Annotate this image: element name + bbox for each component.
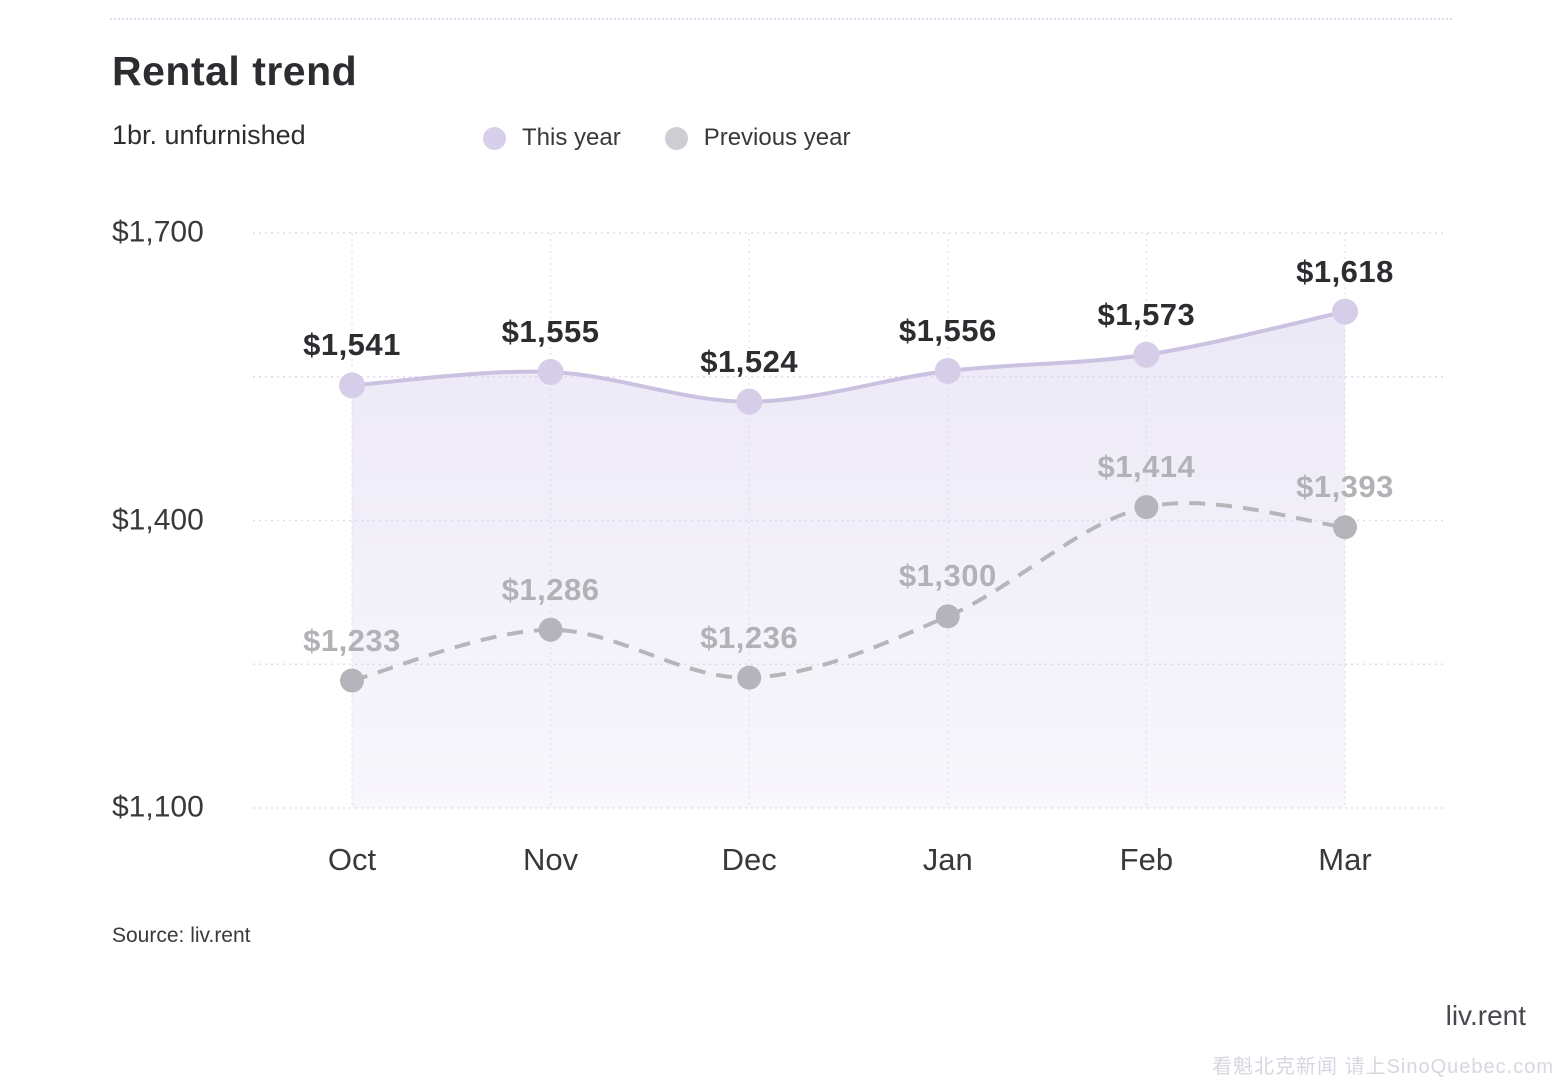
page-title: Rental trend	[112, 48, 358, 94]
data-point-previous-year-nov[interactable]	[538, 617, 563, 642]
value-label: $1,524	[700, 343, 799, 379]
data-point-previous-year-mar[interactable]	[1333, 515, 1357, 540]
legend-item-this-year[interactable]: This year	[483, 124, 621, 152]
data-point-this-year-feb[interactable]	[1133, 341, 1160, 368]
y-axis-label: $1,700	[112, 215, 204, 249]
legend-label-previous-year: Previous year	[703, 124, 851, 151]
watermark-text: 看魁北克新闻 请上SinoQuebec.com	[1212, 1056, 1554, 1078]
x-axis-label-nov: Nov	[523, 842, 579, 877]
value-label: $1,300	[898, 558, 997, 594]
legend-label-this-year: This year	[522, 124, 621, 151]
value-label: $1,233	[303, 622, 401, 658]
legend-item-previous-year[interactable]: Previous year	[664, 124, 851, 152]
value-label: $1,541	[303, 327, 401, 363]
series-line-previous-year	[351, 501, 1346, 683]
x-axis-label-mar: Mar	[1318, 842, 1372, 877]
data-point-this-year-mar[interactable]	[1332, 298, 1358, 325]
x-axis-label-dec: Dec	[721, 842, 777, 877]
x-axis-label-feb: Feb	[1119, 842, 1174, 877]
value-label: $1,573	[1097, 296, 1196, 332]
data-point-this-year-nov[interactable]	[537, 358, 564, 385]
value-label: $1,414	[1097, 449, 1196, 485]
data-point-this-year-dec[interactable]	[736, 388, 763, 415]
this-year-dot-icon	[483, 126, 506, 150]
value-label: $1,618	[1296, 253, 1394, 289]
value-label: $1,286	[501, 571, 600, 607]
top-divider	[110, 18, 1452, 20]
chart-legend: This year Previous year	[483, 124, 850, 152]
value-label: $1,556	[898, 313, 997, 348]
y-axis-label: $1,100	[112, 790, 204, 824]
data-point-previous-year-feb[interactable]	[1134, 495, 1159, 520]
y-axis-label: $1,400	[112, 502, 204, 536]
data-point-previous-year-oct[interactable]	[340, 668, 364, 693]
source-text: Source: liv.rent	[112, 924, 251, 947]
series-area-0	[352, 311, 1345, 808]
value-label: $1,555	[501, 313, 600, 349]
data-point-previous-year-dec[interactable]	[737, 665, 762, 690]
data-point-this-year-jan[interactable]	[934, 358, 961, 384]
x-axis-label-oct: Oct	[327, 842, 377, 877]
data-point-this-year-oct[interactable]	[339, 372, 365, 399]
series-line-this-year	[351, 309, 1346, 404]
data-point-previous-year-jan[interactable]	[935, 604, 960, 629]
value-label: $1,393	[1296, 469, 1394, 505]
chart-subtitle: 1br. unfurnished	[112, 120, 306, 150]
brand-logo: liv.rent	[1445, 1000, 1526, 1031]
value-label: $1,236	[700, 619, 799, 655]
previous-year-dot-icon	[664, 126, 688, 150]
x-axis-label-jan: Jan	[922, 842, 973, 877]
